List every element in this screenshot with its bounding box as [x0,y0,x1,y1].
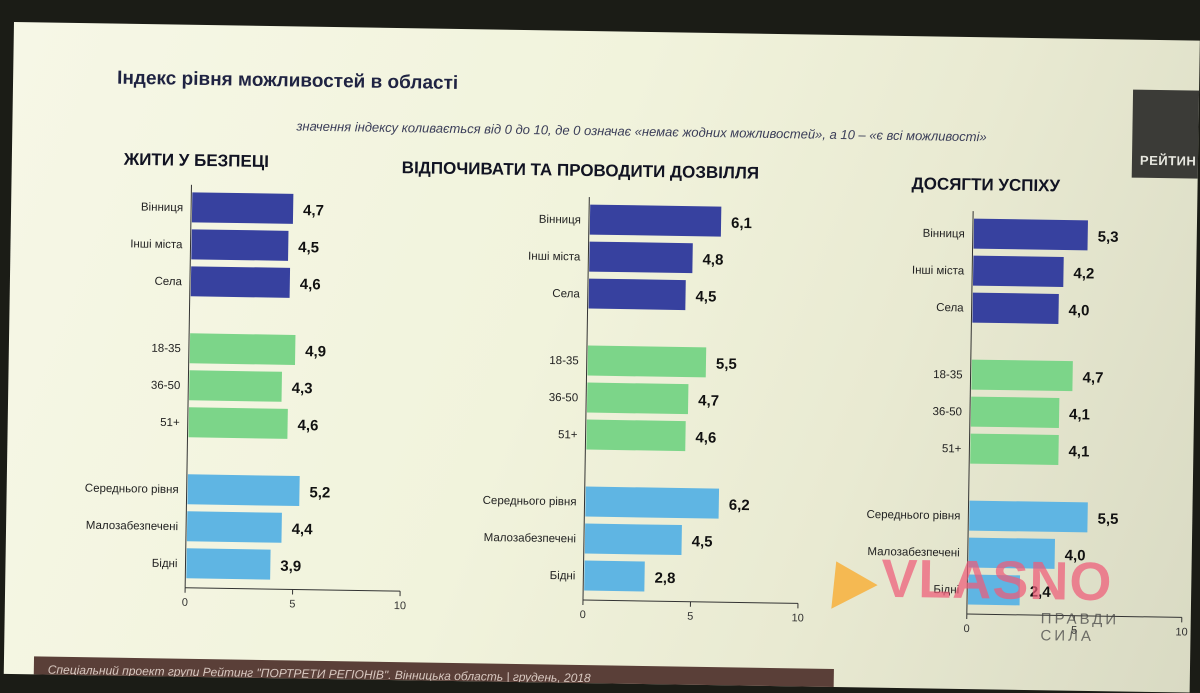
bar-1-3 [190,333,296,365]
bar-0-2 [191,266,290,298]
data-label: 4,0 [1068,302,1089,319]
data-label: 5,3 [1098,229,1119,246]
category-label: 36-50 [549,392,579,404]
data-label: 4,9 [305,343,326,360]
data-label: 4,5 [298,239,319,256]
bar-2-7 [187,511,282,542]
data-label: 5,5 [716,356,737,373]
bar-0-2 [972,293,1058,324]
bar-0-0 [590,205,722,237]
x-tick-label: 10 [792,612,804,624]
data-label: 4,7 [698,392,719,409]
data-label: 4,7 [303,202,324,219]
data-label: 4,2 [1073,265,1094,282]
data-label: 4,1 [1068,443,1089,460]
category-label: Вінниця [539,214,581,227]
data-label: 5,5 [1097,511,1118,528]
bar-1-4 [189,370,282,401]
x-tick-label: 5 [687,611,693,623]
data-label: 4,5 [695,288,716,305]
bar-1-5 [188,407,287,439]
data-label: 4,6 [300,276,321,293]
data-label: 4,6 [695,429,716,446]
bar-1-5 [586,420,685,452]
category-label: Вінниця [141,202,183,215]
bar-0-2 [589,279,686,311]
category-label: Середнього рівня [483,495,577,508]
category-label: Села [154,276,182,288]
category-label: Інші міста [130,238,183,251]
vlasno-watermark: VLASNO ПРАВДИ СИЛА [819,551,1180,637]
bar-2-7 [585,524,682,556]
category-label: Бідні [152,558,178,570]
data-label: 4,8 [702,251,723,268]
category-label: Малозабезпечені [484,532,576,545]
data-label: 2,8 [654,570,675,587]
slide-footer: Спеціальний проект групи Рейтинг "ПОРТРЕ… [34,656,834,692]
chart-title-success: ДОСЯГТИ УСПІХУ [911,174,1060,196]
bar-0-0 [974,219,1088,251]
bar-1-4 [971,397,1060,428]
category-label: Малозабезпечені [86,520,178,533]
bar-2-6 [585,487,719,519]
data-label: 4,6 [297,417,318,434]
category-label: 36-50 [932,406,962,418]
category-label: 51+ [160,417,180,429]
bar-0-0 [192,192,294,224]
bar-chart-svg: 0 5 10 Вінниця 4,7 Інші міста 4,5 Села 4,6 18-35 4… [25,182,427,617]
data-label: 6,2 [729,497,750,514]
x-tick-label: 5 [289,598,295,610]
presentation-slide: Індекс рівня можливостей в області значе… [4,22,1200,693]
rating-logo: РЕЙТИН [1132,90,1200,179]
chart-safety: 0 5 10 Вінниця 4,7 Інші міста 4,5 Села 4,6 18-35 4… [25,182,427,622]
category-label: Інші міста [912,265,965,278]
category-label: 51+ [558,429,578,441]
watermark-brand: VLASNO [881,548,1113,614]
bar-0-1 [973,256,1064,287]
category-label: Інші міста [528,251,581,264]
bar-2-6 [969,501,1088,533]
data-label: 3,9 [280,558,301,575]
category-label: 18-35 [549,355,579,367]
watermark-logo-icon [813,549,878,608]
bar-0-1 [191,229,288,261]
bar-1-3 [971,360,1073,392]
x-tick-label: 0 [580,609,586,621]
category-label: Середнього рівня [85,483,179,496]
data-label: 6,1 [731,215,752,232]
bar-2-6 [187,474,299,506]
slide-subtitle: значення індексу коливається від 0 до 10… [296,118,986,144]
category-label: Вінниця [923,228,965,241]
data-label: 4,7 [1082,369,1103,386]
chart-leisure: 0 5 10 Вінниця 6,1 Інші міста 4,8 Села 4,5 18-35 5… [411,194,813,634]
category-label: Середнього рівня [866,509,960,522]
bar-1-4 [587,383,689,415]
bar-0-1 [589,242,693,274]
category-label: 51+ [942,443,962,455]
data-label: 4,3 [292,380,313,397]
category-label: Села [552,288,580,300]
category-label: 36-50 [151,380,181,392]
bar-1-3 [588,346,707,378]
data-label: 5,2 [309,484,330,501]
chart-title-leisure: ВІДПОЧИВАТИ ТА ПРОВОДИТИ ДОЗВІЛЛЯ [402,158,760,184]
data-label: 4,4 [292,521,314,538]
x-tick-label: 10 [394,600,406,612]
x-tick-label: 0 [182,597,188,609]
bar-1-5 [970,434,1059,465]
chart-title-safety: ЖИТИ У БЕЗПЕЦІ [124,150,269,172]
bar-2-8 [584,561,645,592]
category-label: Села [936,302,964,314]
data-label: 4,5 [692,533,713,550]
bar-2-8 [186,548,270,579]
data-label: 4,1 [1069,406,1090,423]
category-label: Бідні [550,570,576,582]
category-label: 18-35 [151,343,181,355]
bar-chart-svg: 0 5 10 Вінниця 6,1 Інші міста 4,8 Села 4,5 18-35 5… [411,194,813,629]
watermark-tagline: ПРАВДИ СИЛА [1040,610,1179,646]
slide-title: Індекс рівня можливостей в області [117,68,458,95]
category-label: 18-35 [933,369,963,381]
